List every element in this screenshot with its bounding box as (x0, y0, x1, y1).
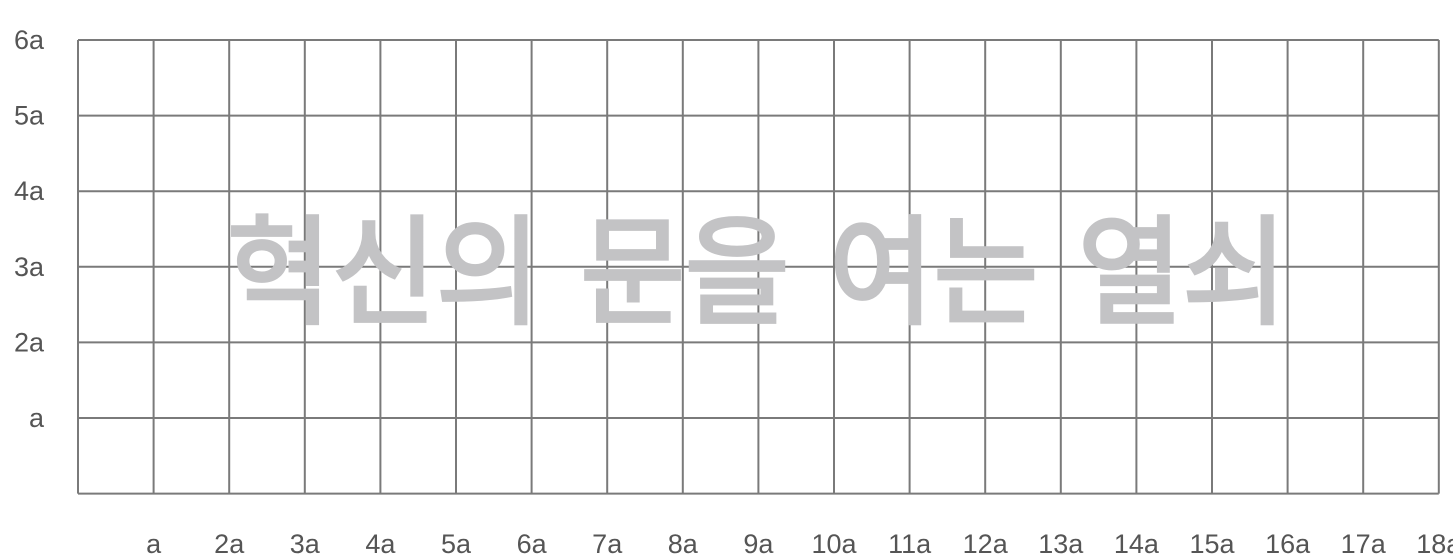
x-tick-label: a (146, 529, 162, 554)
y-tick-label: 3a (14, 252, 45, 282)
x-tick-label: 14a (1114, 529, 1160, 554)
x-tick-label: 11a (888, 529, 932, 554)
y-tick-label: 4a (14, 176, 45, 206)
x-tick-label: 9a (743, 529, 774, 554)
headline-watermark: 혁신의 문을 여는 열쇠 (227, 204, 1287, 342)
y-axis-tick-labels: a 2a 3a 4a 5a 6a (14, 25, 45, 433)
x-tick-label: 18a (1416, 529, 1453, 554)
x-tick-label: 12a (963, 529, 1009, 554)
x-tick-label: 10a (811, 529, 857, 554)
x-tick-label: 13a (1038, 529, 1084, 554)
x-tick-label: 7a (592, 529, 623, 554)
x-tick-label: 4a (365, 529, 396, 554)
x-tick-label: 3a (290, 529, 321, 554)
x-tick-label: 16a (1265, 529, 1311, 554)
x-tick-label: 6a (517, 529, 548, 554)
y-tick-label: 2a (14, 327, 45, 357)
x-tick-label: 15a (1189, 529, 1235, 554)
x-tick-label: 2a (214, 529, 245, 554)
x-tick-label: 5a (441, 529, 472, 554)
x-tick-label: 8a (668, 529, 699, 554)
y-tick-label: a (29, 403, 45, 433)
grid-lines (77, 39, 1440, 495)
x-tick-label: 17a (1341, 529, 1387, 554)
y-tick-label: 5a (14, 101, 45, 131)
x-axis-tick-labels: a 2a 3a 4a 5a 6a 7a 8a 9a 10a 11a 12a 13a 14a 15a 16a 17… (146, 529, 1453, 554)
y-tick-label: 6a (14, 25, 45, 55)
